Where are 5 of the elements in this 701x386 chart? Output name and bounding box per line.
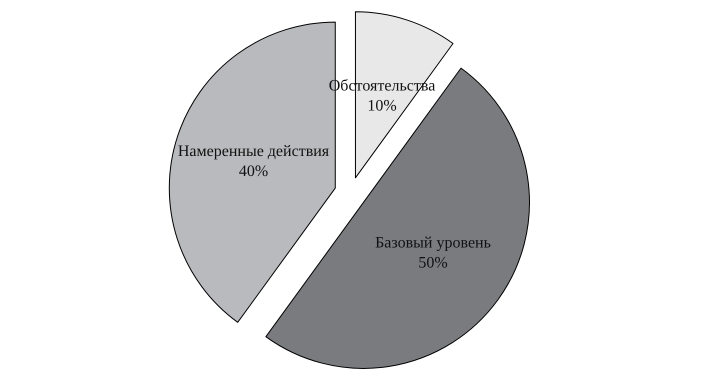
data-label: 10% <box>367 98 397 114</box>
data-label: 40% <box>238 162 268 180</box>
slice-label: Намеренные действия <box>178 142 330 160</box>
slice-label: Базовый уровень <box>375 234 491 252</box>
data-label: 50% <box>418 254 448 272</box>
